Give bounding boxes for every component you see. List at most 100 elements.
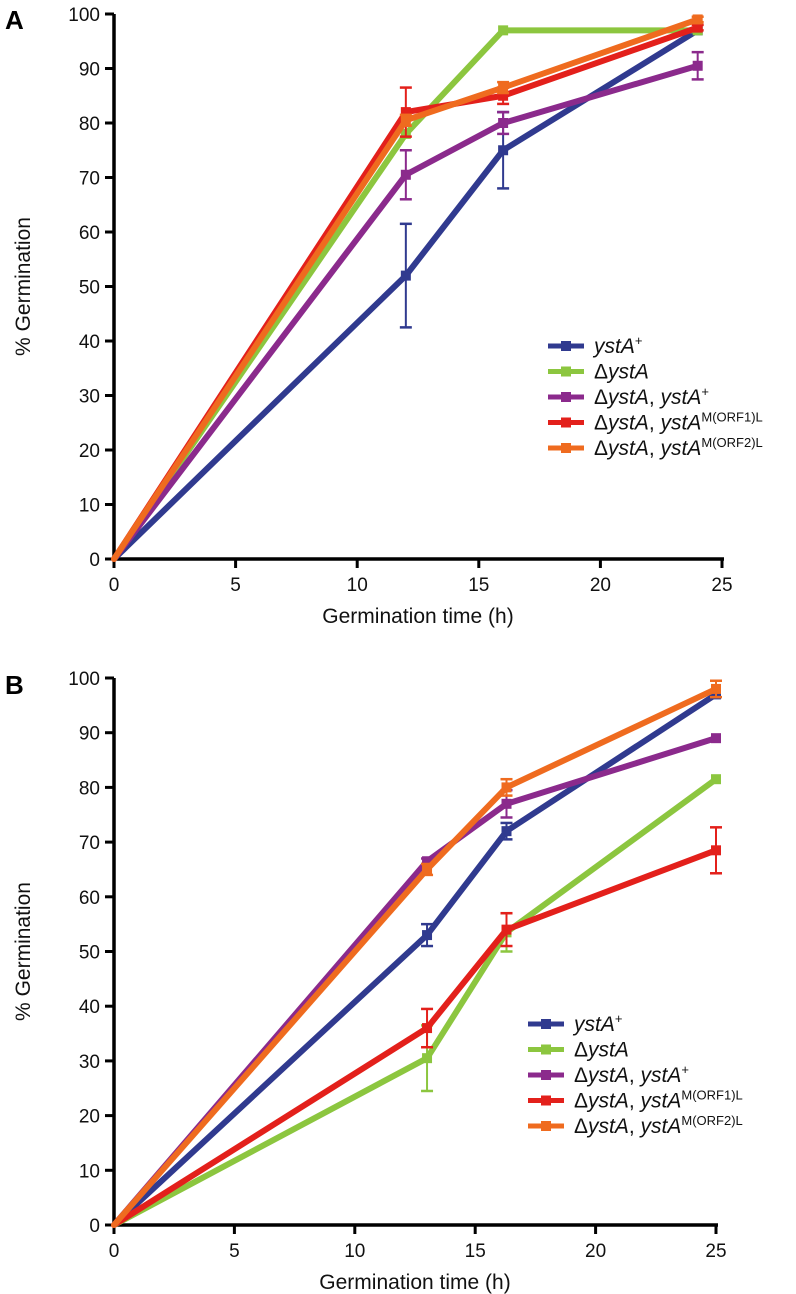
legend-label: ystA+ bbox=[592, 333, 642, 358]
y-tick-label: 90 bbox=[79, 60, 100, 81]
x-tick-label: 25 bbox=[705, 1241, 726, 1262]
y-tick-label: 30 bbox=[79, 1052, 100, 1073]
x-tick-label: 5 bbox=[230, 575, 241, 596]
series-line bbox=[111, 27, 701, 562]
legend-swatch-marker bbox=[561, 341, 571, 351]
legend-label: ΔystA, ystAM(ORF1)L bbox=[594, 410, 763, 435]
legend-item: ΔystA, ystAM(ORF1)L bbox=[528, 1088, 743, 1113]
legend-swatch-marker bbox=[541, 1121, 551, 1131]
data-point bbox=[422, 1053, 433, 1064]
legend-item: ystA+ bbox=[548, 333, 642, 358]
x-tick-label: 15 bbox=[468, 575, 489, 596]
legend-item: ΔystA bbox=[528, 1039, 629, 1062]
series-line bbox=[111, 62, 701, 562]
data-point bbox=[711, 733, 721, 744]
y-tick-label: 10 bbox=[79, 496, 100, 517]
legend-item: ΔystA bbox=[548, 361, 649, 384]
data-point bbox=[422, 1023, 433, 1034]
y-tick-label: 100 bbox=[68, 669, 100, 690]
panel-label: B bbox=[5, 670, 24, 700]
legend-label: ΔystA, ystAM(ORF2)L bbox=[594, 435, 763, 460]
data-point bbox=[692, 60, 703, 71]
series-0 bbox=[111, 25, 703, 562]
series-line bbox=[111, 691, 719, 1228]
legend-label: ΔystA, ystAM(ORF1)L bbox=[574, 1088, 743, 1113]
y-tick-label: 70 bbox=[79, 833, 100, 854]
chart-panel-a: A 0 10 20 30 40 50 60 70 80 90 100 0 5 10 15 20 25 Germina… bbox=[5, 5, 763, 628]
legend-item: ΔystA, ystAM(ORF2)L bbox=[548, 435, 763, 460]
y-tick-label: 50 bbox=[79, 278, 100, 299]
y-tick-label: 90 bbox=[79, 724, 100, 745]
y-tick-label: 40 bbox=[79, 332, 100, 353]
y-tick-label: 50 bbox=[79, 943, 100, 964]
data-point bbox=[692, 14, 703, 25]
legend-label: ΔystA bbox=[594, 361, 649, 384]
series-2 bbox=[111, 50, 704, 562]
series-3 bbox=[111, 22, 704, 562]
x-tick-label: 20 bbox=[590, 575, 611, 596]
data-point bbox=[498, 25, 509, 36]
series-1 bbox=[111, 774, 721, 1228]
series-line bbox=[111, 847, 719, 1228]
y-tick-label: 70 bbox=[79, 169, 100, 190]
y-tick-label: 0 bbox=[89, 550, 100, 571]
series-2 bbox=[111, 733, 721, 1228]
y-tick-label: 60 bbox=[79, 888, 100, 909]
legend-swatch-marker bbox=[541, 1095, 551, 1106]
legend-swatch-marker bbox=[541, 1070, 551, 1080]
data-point bbox=[400, 270, 411, 281]
data-point bbox=[501, 924, 512, 935]
data-point bbox=[498, 82, 509, 93]
data-point bbox=[501, 782, 512, 793]
x-tick-label: 15 bbox=[465, 1241, 486, 1262]
series-line bbox=[111, 735, 719, 1228]
y-tick-label: 60 bbox=[79, 223, 100, 244]
y-tick-label: 80 bbox=[79, 778, 100, 799]
data-point bbox=[422, 856, 433, 867]
data-point bbox=[422, 864, 433, 875]
data-point bbox=[498, 90, 509, 101]
series-line bbox=[111, 16, 701, 562]
x-tick-label: 25 bbox=[711, 575, 732, 596]
legend-item: ΔystA, ystA+ bbox=[528, 1062, 689, 1087]
legend-label: ΔystA, ystA+ bbox=[594, 384, 709, 409]
x-tick-label: 10 bbox=[347, 575, 368, 596]
data-point bbox=[692, 22, 703, 33]
series-3 bbox=[111, 826, 722, 1228]
series-4 bbox=[111, 679, 722, 1228]
legend-swatch-marker bbox=[561, 417, 571, 428]
x-tick-label: 0 bbox=[109, 575, 120, 596]
x-tick-label: 20 bbox=[585, 1241, 606, 1262]
legend-swatch-marker bbox=[561, 443, 571, 453]
data-point bbox=[501, 826, 512, 837]
y-tick-label: 30 bbox=[79, 387, 100, 408]
series-line bbox=[111, 776, 719, 1228]
y-tick-label: 100 bbox=[68, 5, 100, 26]
x-axis-title: Germination time (h) bbox=[322, 605, 513, 628]
series-line bbox=[111, 685, 719, 1228]
legend-item: ΔystA, ystAM(ORF1)L bbox=[548, 410, 763, 435]
legend-label: ΔystA, ystA+ bbox=[574, 1062, 689, 1087]
legend-item: ystA+ bbox=[528, 1011, 622, 1036]
y-tick-label: 20 bbox=[79, 1107, 100, 1128]
legend-swatch-marker bbox=[561, 366, 571, 377]
data-point bbox=[400, 115, 411, 126]
data-point bbox=[711, 845, 721, 856]
y-axis-title: % Germination bbox=[12, 217, 35, 356]
data-point bbox=[400, 169, 411, 180]
legend-label: ΔystA, ystAM(ORF2)L bbox=[574, 1113, 743, 1138]
chart-panel-b: B 0 10 20 30 40 50 60 70 80 90 100 0 5 10 15 20 25 Germina… bbox=[5, 669, 743, 1294]
x-tick-label: 10 bbox=[344, 1241, 365, 1262]
y-tick-label: 80 bbox=[79, 114, 100, 135]
y-tick-label: 10 bbox=[79, 1161, 100, 1182]
y-axis-title: % Germination bbox=[12, 882, 35, 1021]
panel-label: A bbox=[5, 5, 24, 35]
series-line bbox=[111, 27, 701, 562]
data-point bbox=[501, 798, 512, 809]
legend-swatch-marker bbox=[541, 1044, 551, 1055]
legend-swatch-marker bbox=[561, 392, 571, 402]
data-point bbox=[498, 145, 509, 156]
